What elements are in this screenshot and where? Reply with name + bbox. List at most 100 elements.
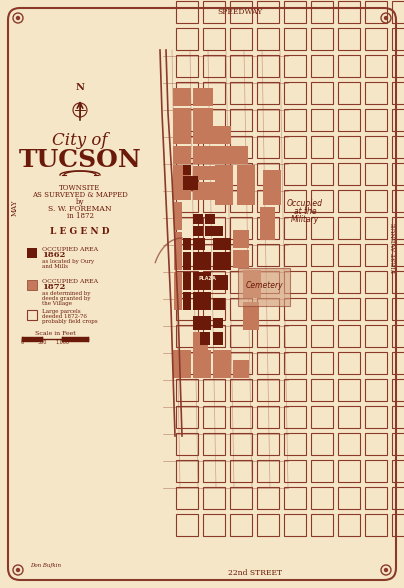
Bar — [27, 280, 37, 290]
Bar — [338, 82, 360, 104]
Bar — [284, 271, 306, 293]
Bar — [176, 82, 198, 104]
Bar — [284, 163, 306, 185]
Bar — [392, 406, 404, 428]
Text: MAY: MAY — [11, 200, 19, 216]
Bar — [173, 350, 191, 378]
Text: the Village: the Village — [42, 300, 72, 306]
Bar — [203, 82, 225, 104]
Bar — [392, 352, 404, 374]
Text: in 1872: in 1872 — [67, 212, 93, 220]
Bar — [230, 109, 252, 131]
Bar — [338, 1, 360, 23]
Bar — [176, 460, 198, 482]
Bar — [233, 360, 249, 378]
Bar — [365, 55, 387, 77]
Text: L E G E N D: L E G E N D — [50, 226, 110, 236]
Bar — [174, 202, 182, 230]
Bar — [183, 272, 191, 290]
Bar — [338, 136, 360, 158]
Text: TOWNSITE: TOWNSITE — [59, 184, 101, 192]
Bar — [176, 298, 198, 320]
Bar — [230, 271, 252, 293]
Bar — [284, 1, 306, 23]
Bar — [392, 55, 404, 77]
Bar — [311, 325, 333, 347]
Bar — [183, 238, 191, 250]
Text: OCCUPIED AREA: OCCUPIED AREA — [42, 246, 98, 252]
Text: and Mills: and Mills — [42, 263, 68, 269]
Bar — [338, 217, 360, 239]
Bar — [193, 88, 213, 106]
Bar — [338, 109, 360, 131]
Text: 500: 500 — [37, 340, 47, 345]
Text: deeded 1872-76: deeded 1872-76 — [42, 313, 87, 319]
Text: N: N — [76, 83, 84, 92]
Bar — [213, 252, 231, 270]
Bar — [176, 190, 198, 212]
Bar — [257, 433, 279, 455]
Text: Large parcels: Large parcels — [42, 309, 81, 313]
Bar — [257, 406, 279, 428]
Bar — [284, 136, 306, 158]
Bar — [338, 433, 360, 455]
Bar — [183, 292, 191, 310]
Bar — [203, 433, 225, 455]
Bar — [176, 217, 198, 239]
Bar — [183, 176, 198, 190]
Bar — [173, 88, 191, 106]
Bar — [311, 55, 333, 77]
Bar — [263, 170, 281, 205]
Bar — [365, 109, 387, 131]
FancyBboxPatch shape — [8, 8, 396, 580]
Bar — [365, 514, 387, 536]
Bar — [193, 126, 231, 144]
Bar — [311, 244, 333, 266]
Text: AS SURVEYED & MAPPED: AS SURVEYED & MAPPED — [32, 191, 128, 199]
Bar — [392, 379, 404, 401]
Bar — [230, 379, 252, 401]
Bar — [365, 433, 387, 455]
Bar — [193, 108, 213, 126]
Bar — [365, 460, 387, 482]
Bar — [257, 352, 279, 374]
Bar — [257, 163, 279, 185]
Bar — [193, 214, 203, 224]
Bar — [173, 126, 191, 144]
Bar — [392, 460, 404, 482]
Bar — [257, 298, 279, 320]
Bar — [311, 406, 333, 428]
Bar — [338, 352, 360, 374]
Bar — [173, 108, 191, 126]
Bar — [203, 298, 225, 320]
Bar — [257, 460, 279, 482]
Bar — [284, 460, 306, 482]
Bar — [311, 433, 333, 455]
Bar — [27, 310, 37, 320]
Bar — [203, 271, 225, 293]
Bar — [365, 244, 387, 266]
Bar — [193, 332, 208, 350]
Bar — [176, 244, 198, 266]
Text: as determined by: as determined by — [42, 290, 90, 296]
Bar — [338, 514, 360, 536]
Bar — [365, 28, 387, 50]
Bar — [257, 271, 279, 293]
Bar — [338, 298, 360, 320]
Bar — [284, 190, 306, 212]
Bar — [365, 352, 387, 374]
Bar — [311, 298, 333, 320]
Bar — [205, 226, 223, 236]
Text: S. W. FOREMAN: S. W. FOREMAN — [48, 205, 112, 213]
Bar — [203, 190, 225, 212]
Bar — [311, 460, 333, 482]
Bar — [365, 325, 387, 347]
Bar — [284, 514, 306, 536]
Text: Don Bufkin: Don Bufkin — [30, 563, 61, 569]
Bar — [284, 244, 306, 266]
Bar — [27, 248, 37, 258]
Bar — [176, 325, 198, 347]
Bar — [365, 136, 387, 158]
Bar — [183, 252, 191, 270]
Bar — [392, 109, 404, 131]
